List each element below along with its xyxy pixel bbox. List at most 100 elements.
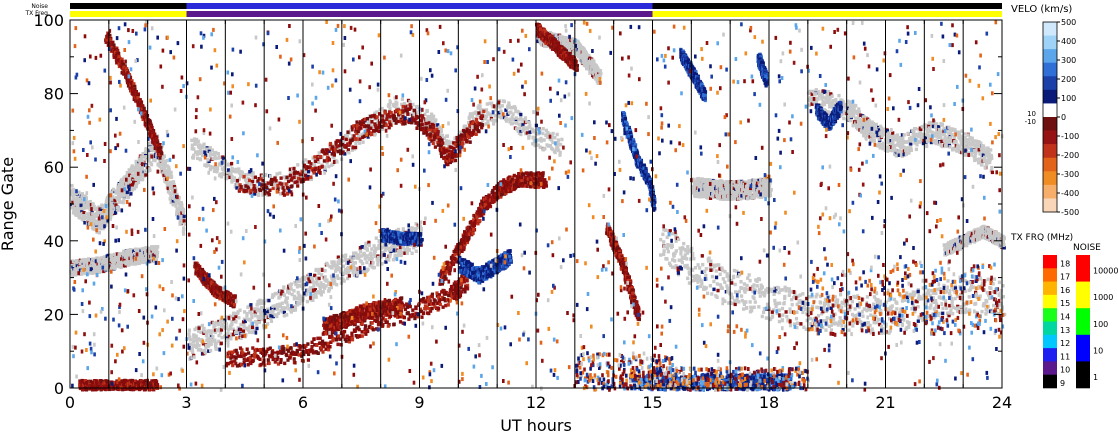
data-cell [273,304,277,308]
data-cell [327,289,331,293]
data-cell [75,272,79,276]
data-cell [585,58,589,62]
data-cell [338,143,342,148]
data-cell [532,135,536,140]
data-cell [226,168,231,172]
data-cell [219,328,224,332]
data-cell [511,112,515,116]
data-cell [335,274,339,278]
data-cell [278,185,282,189]
data-cell [203,150,207,154]
data-cell [672,254,676,258]
data-cell [346,271,350,276]
data-cell [816,314,821,318]
data-cell [929,303,933,307]
data-cell [198,143,202,147]
data-cell [588,56,592,61]
data-cell [712,192,716,197]
data-cell [835,302,839,306]
data-cell [182,232,186,236]
data-cell [79,200,83,204]
data-cell [759,283,763,287]
data-cell [911,303,915,307]
data-cell [187,328,191,332]
noise-bar-label: Noise [31,3,48,10]
data-cell [120,184,124,188]
data-cell [208,330,212,334]
data-cell [411,102,415,107]
data-cell [332,260,336,264]
data-cell [204,333,208,338]
data-cell [673,259,677,263]
data-cell [84,198,88,202]
data-cell [676,268,680,273]
data-cell [170,184,174,188]
data-cell [908,292,912,297]
data-cell [76,206,80,211]
data-cell [275,314,279,319]
data-cell [814,316,818,321]
data-cell [747,273,751,277]
data-cell [321,290,325,294]
data-cell [698,191,702,196]
data-cell [92,204,96,209]
txfreq-status-bar [70,11,1002,17]
data-cell [762,310,766,314]
data-cell [89,218,93,222]
data-cell [773,289,777,294]
data-cell [342,279,346,283]
data-cell [344,253,348,257]
data-cell [518,126,522,130]
data-cell [694,278,698,282]
data-cell [905,295,910,299]
data-cell [343,134,348,138]
data-cell [358,246,362,250]
data-cell [187,343,191,347]
data-cell [997,312,1001,316]
data-cell [282,293,286,297]
data-cell [190,346,194,351]
data-cell [207,340,211,345]
data-cell [699,187,703,192]
data-cell [292,289,296,293]
data-cell [787,293,791,297]
data-cell [801,292,805,296]
data-cell [319,285,323,289]
data-cell [716,288,720,293]
data-cell [523,116,527,120]
data-cell [360,132,364,137]
data-cell [659,253,663,257]
data-cell [718,187,722,192]
data-cell [854,313,858,318]
data-cell [853,320,857,325]
data-cell [376,260,380,264]
data-cell [230,180,234,184]
data-cell [940,315,945,320]
data-cell [129,183,133,187]
data-cell [220,175,224,179]
data-cell [230,177,234,182]
data-cell [975,277,979,282]
data-cell [192,355,196,359]
data-cell [325,161,329,165]
data-cell [141,260,145,265]
data-cell [725,272,729,276]
data-cell [289,287,293,291]
data-cell [670,265,674,269]
data-cell [930,289,934,293]
data-cell [349,128,353,132]
data-cell [149,146,153,150]
data-cell [509,110,513,114]
data-cell [177,201,182,206]
data-cell [555,144,559,148]
data-cell [197,329,201,333]
data-cell [196,156,200,161]
data-cell [796,321,800,325]
data-cell [210,148,214,152]
data-cell [946,279,950,283]
data-cell [256,189,260,193]
data-cell [243,178,248,182]
data-cell [662,249,666,253]
data-cell [282,175,286,179]
data-cell [345,133,349,138]
